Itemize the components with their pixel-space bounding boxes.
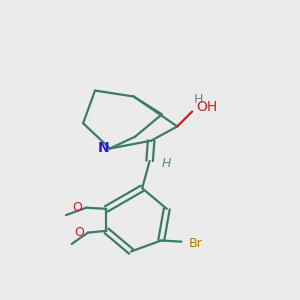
Text: N: N [98,141,109,154]
Text: O: O [74,226,84,239]
Text: O: O [72,201,82,214]
Text: OH: OH [196,100,217,114]
Text: H: H [161,158,171,170]
Text: Br: Br [189,237,202,250]
Text: H: H [194,93,203,106]
